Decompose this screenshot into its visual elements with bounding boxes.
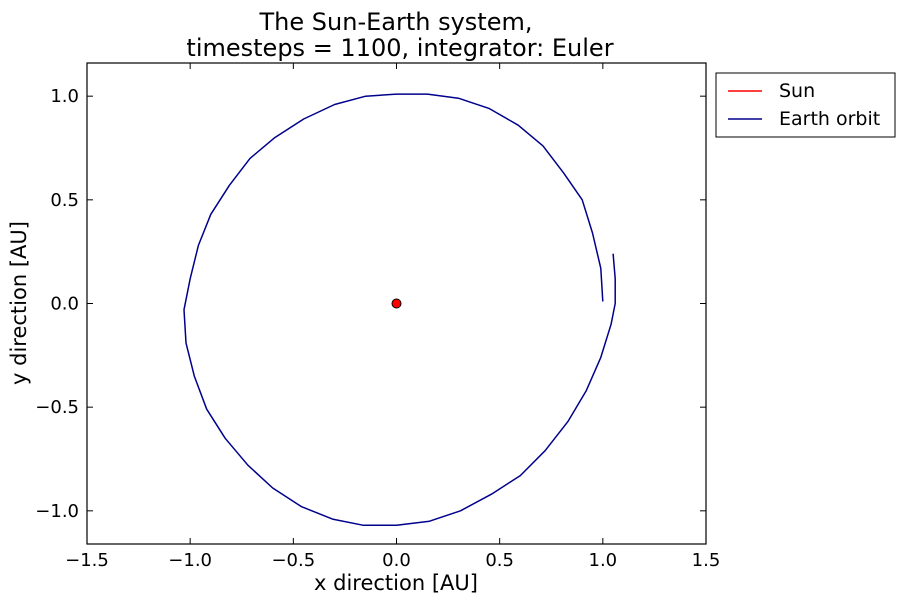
x-tick-label: −1.5: [65, 550, 109, 571]
series-layer: [183, 93, 616, 527]
legend: Sun Earth orbit: [715, 72, 896, 138]
y-tick-label: 1.0: [50, 86, 79, 107]
x-tick-label: −1.0: [168, 550, 212, 571]
x-tick-label: 0.5: [485, 550, 514, 571]
y-tick-label: −1.0: [35, 501, 79, 522]
y-tick-label: 0.5: [50, 190, 79, 211]
y-tick-label: 0.0: [50, 294, 79, 315]
legend-label-earth-orbit: Earth orbit: [779, 108, 880, 130]
chart-title-line-2: timesteps = 1100, integrator: Euler: [186, 34, 613, 62]
x-axis-label: x direction [AU]: [314, 571, 478, 595]
y-axis-ticks: −1.0 −0.5 0.0 0.5 1.0: [35, 86, 706, 522]
sun-point: [391, 298, 402, 309]
legend-label-sun: Sun: [779, 80, 815, 102]
earth-orbit-line: [183, 93, 616, 527]
x-tick-label: 1.5: [692, 550, 721, 571]
y-axis-label: y direction [AU]: [7, 221, 31, 385]
y-tick-label: −0.5: [35, 397, 79, 418]
x-tick-label: 1.0: [589, 550, 618, 571]
x-tick-label: −0.5: [271, 550, 315, 571]
legend-box: [715, 72, 896, 138]
x-axis-ticks: −1.5 −1.0 −0.5 0.0 0.5 1.0 1.5: [65, 63, 720, 571]
x-tick-label: 0.0: [382, 550, 411, 571]
chart-title-line-1: The Sun-Earth system,: [259, 8, 533, 36]
